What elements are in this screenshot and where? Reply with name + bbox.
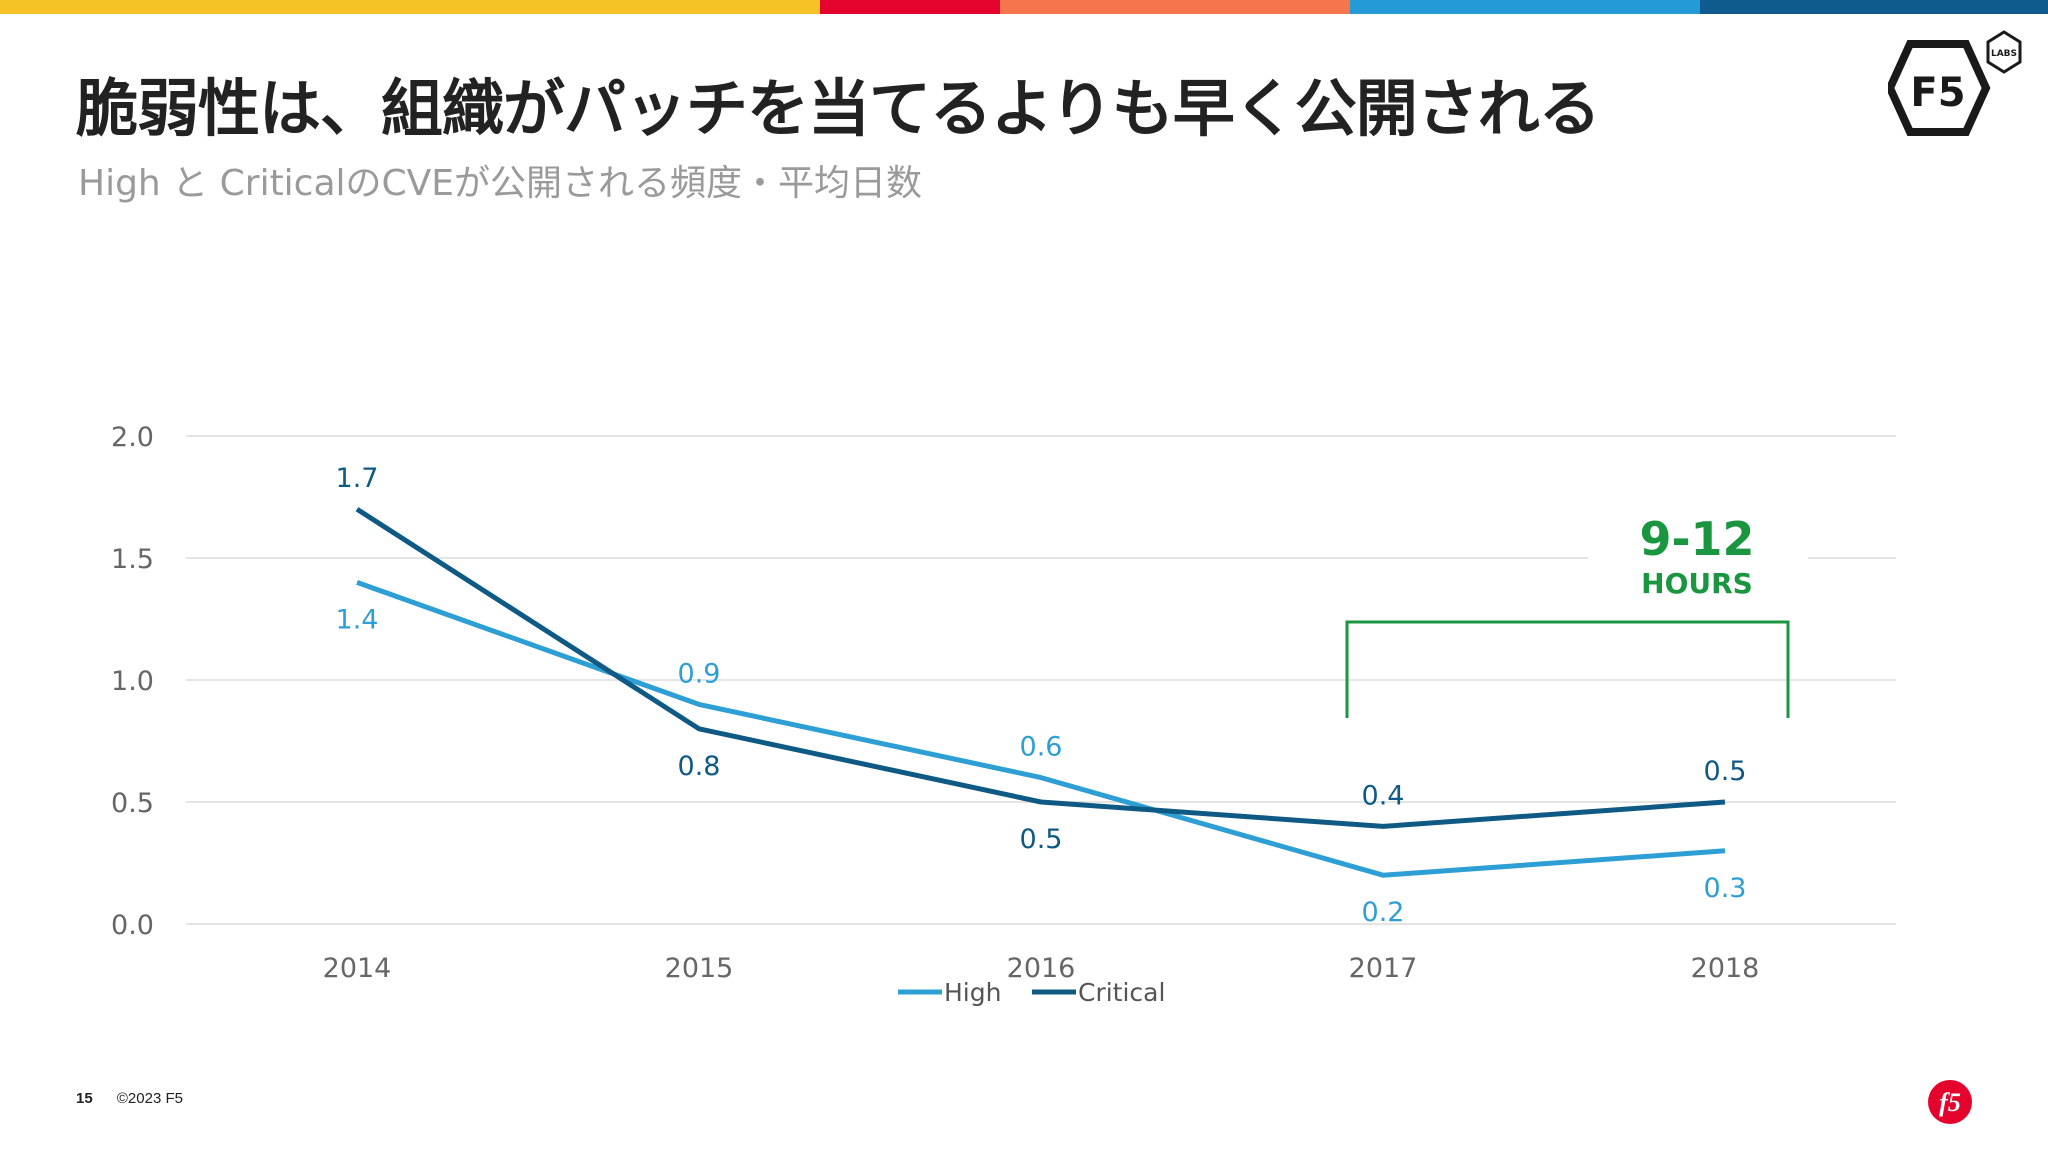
y-axis-ticks: 0.0 0.5 1.0 1.5 2.0 — [111, 422, 154, 941]
data-labels: 1.4 0.9 0.6 0.2 0.3 1.7 0.8 0.5 0.4 0.5 — [336, 463, 1747, 928]
logo-labs-text: LABS — [1991, 49, 2017, 59]
legend-label-critical: Critical — [1078, 978, 1165, 1007]
x-tick-label: 2014 — [323, 953, 392, 984]
x-tick-label: 2016 — [1007, 953, 1076, 984]
annotation-bracket-line — [1345, 620, 1790, 718]
data-label-critical: 1.7 — [336, 463, 379, 494]
annotation-value: 9-12 — [1639, 512, 1754, 566]
data-label-critical: 0.5 — [1020, 824, 1063, 855]
f5-footer-logo-text: f5 — [1939, 1088, 1961, 1117]
y-tick-label: 0.0 — [111, 910, 154, 941]
x-tick-label: 2018 — [1691, 953, 1760, 984]
y-tick-label: 2.0 — [111, 422, 154, 453]
footer: 15 ©2023 F5 — [76, 1090, 183, 1107]
chart-legend: High Critical — [898, 978, 1165, 1007]
series-line-high — [356, 580, 1726, 878]
slide-subtitle: High と CriticalのCVEが公開される頻度・平均日数 — [78, 163, 923, 204]
page-number: 15 — [76, 1090, 93, 1107]
x-tick-label: 2015 — [665, 953, 734, 984]
y-tick-label: 1.0 — [111, 666, 154, 697]
series-lines — [355, 507, 1726, 878]
legend-label-high: High — [944, 978, 1001, 1007]
stripe-segment — [1350, 0, 1700, 14]
data-label-high: 0.3 — [1704, 873, 1747, 904]
stripe-segment — [1700, 0, 2048, 14]
copyright: ©2023 F5 — [116, 1090, 183, 1107]
y-tick-label: 0.5 — [111, 788, 154, 819]
f5-footer-logo-circle — [1928, 1080, 1972, 1124]
data-label-critical: 0.4 — [1362, 780, 1405, 811]
annotation-unit: HOURS — [1641, 567, 1753, 600]
x-tick-label: 2017 — [1349, 953, 1418, 984]
logo-brand-text: F5 — [1910, 70, 1965, 116]
stripe-segment — [820, 0, 1000, 14]
logo-small-hexagon — [1986, 30, 2022, 74]
x-axis-ticks: 2014 2015 2016 2017 2018 — [323, 953, 1760, 984]
data-label-high: 1.4 — [336, 604, 379, 635]
data-label-critical: 0.5 — [1704, 756, 1747, 787]
slide-title: 脆弱性は、組織がパッチを当てるよりも早く公開される — [76, 72, 1601, 145]
data-label-high: 0.6 — [1020, 732, 1063, 763]
f5-footer-logo-icon: f5 — [1928, 1080, 1972, 1124]
data-label-critical: 0.8 — [678, 751, 721, 782]
annotation-bracket: 9-12 HOURS — [1345, 512, 1808, 718]
series-line-critical — [355, 507, 1726, 829]
data-label-high: 0.2 — [1362, 897, 1405, 928]
data-label-high: 0.9 — [678, 658, 721, 689]
stripe-segment — [0, 0, 820, 14]
f5-labs-logo-icon: F5 LABS — [1888, 30, 2022, 136]
y-tick-label: 1.5 — [111, 544, 154, 575]
stripe-segment — [1000, 0, 1350, 14]
annotation-mask — [1588, 540, 1808, 600]
line-chart: 0.0 0.5 1.0 1.5 2.0 2014 2015 2016 2017 2018 9-1… — [111, 422, 1896, 1007]
logo-big-hexagon — [1888, 40, 1991, 136]
top-color-stripe — [0, 0, 2048, 14]
